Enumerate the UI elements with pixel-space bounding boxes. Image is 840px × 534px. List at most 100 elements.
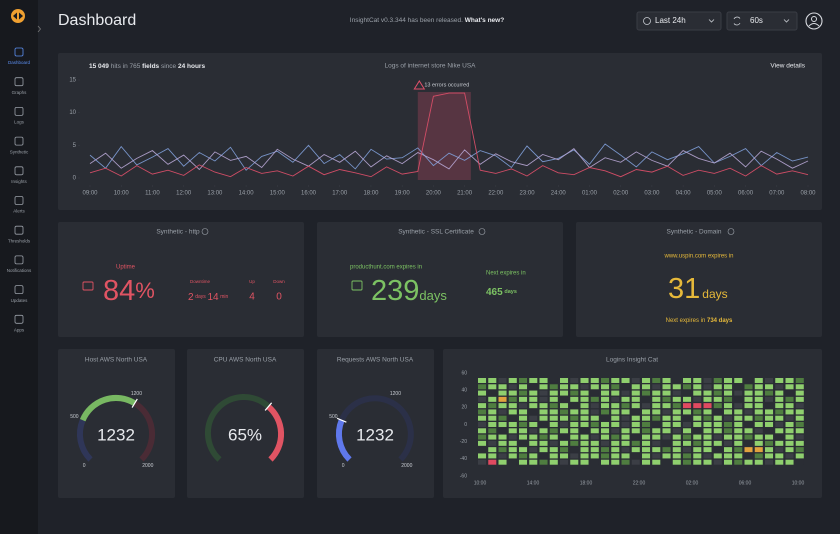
gauge-marker [336, 417, 347, 423]
heat-cell [560, 422, 569, 427]
heat-cell [560, 447, 569, 453]
nav-item[interactable]: Logs [14, 107, 25, 125]
heat-cell [508, 453, 517, 459]
ssl-expiry: 239days [371, 275, 447, 307]
heat-cell [508, 415, 517, 421]
heat-cell [672, 409, 681, 415]
nav-item[interactable]: Notifications [7, 255, 32, 273]
heat-cell [508, 378, 517, 383]
heat-cell [488, 378, 497, 383]
heat-cell [631, 447, 640, 453]
nav-item[interactable]: Thresholds [8, 225, 31, 243]
x-tick-label: 18:00 [580, 480, 593, 486]
y-tick-label: 60 [461, 370, 467, 376]
heat-cell [672, 434, 681, 440]
x-tick-label: 03:00 [644, 191, 660, 197]
nav-label[interactable]: Logs [14, 120, 25, 125]
heat-cell [549, 378, 558, 383]
nav-item[interactable]: Insights [11, 166, 28, 184]
heat-cell [580, 415, 589, 421]
heat-cell [488, 440, 497, 446]
range-value[interactable]: Last 24h [655, 16, 686, 25]
nav-label[interactable]: Alerts [13, 209, 25, 214]
heat-cell [724, 415, 733, 421]
heat-cell [529, 403, 538, 409]
refresh-box[interactable] [726, 11, 798, 31]
heat-cell [672, 447, 681, 453]
panel-title: Host AWS North USA [85, 357, 148, 364]
heat-cell [652, 422, 661, 427]
heat-cell [662, 409, 671, 415]
nav-label[interactable]: Dashboard [8, 60, 31, 65]
sidebar [0, 0, 38, 534]
range-select[interactable]: Last 24h [636, 11, 722, 31]
heat-cell [785, 447, 794, 453]
heat-cell [795, 396, 804, 402]
heat-cell [703, 440, 712, 446]
heat-cell [519, 453, 528, 459]
heat-cell [580, 434, 589, 440]
nav-label[interactable]: Notifications [7, 268, 32, 273]
user-icon[interactable] [805, 12, 823, 30]
nav-label[interactable]: Apps [14, 327, 25, 332]
heat-cell [621, 415, 630, 421]
heat-cell [703, 428, 712, 434]
nav: Dashboard Graphs Logs Synthetic Insights Aler… [7, 47, 32, 332]
nav-label[interactable]: Synthetic [10, 149, 29, 154]
heat-cell [775, 440, 784, 446]
nav-label[interactable]: Thresholds [8, 238, 31, 243]
heat-cell [621, 447, 630, 453]
collapse-toggle[interactable] [37, 25, 42, 33]
y-tick-label: -60 [460, 473, 467, 479]
heat-cell [570, 396, 579, 402]
heat-cell [765, 384, 774, 390]
nav-item[interactable]: Alerts [13, 196, 25, 214]
heat-cell [795, 409, 804, 415]
gauge-tick: 0 [342, 463, 345, 469]
nav-item[interactable]: Graphs [12, 77, 28, 95]
user-menu[interactable] [805, 12, 823, 30]
refresh-select[interactable]: 60s [726, 11, 798, 31]
heat-cell [498, 434, 507, 440]
panel-title: Logins Insight Cat [606, 357, 658, 364]
nav-item[interactable]: Dashboard [8, 47, 31, 65]
heat-cell [795, 415, 804, 421]
heat-cell [590, 447, 599, 453]
heat-cell [765, 434, 774, 440]
heat-cell [498, 447, 507, 453]
heat-cell [683, 440, 692, 446]
refresh-value[interactable]: 60s [750, 16, 763, 25]
refresh-icon [733, 16, 741, 26]
info-icon[interactable] [727, 228, 735, 235]
downtime-label: Downtime [190, 279, 211, 284]
nav-label[interactable]: Graphs [12, 90, 28, 95]
view-details[interactable]: View details [770, 63, 805, 70]
nav-label[interactable]: Updates [11, 298, 29, 303]
nav-item[interactable]: Updates [11, 285, 29, 303]
heat-cell [611, 415, 620, 421]
nav-item[interactable]: Synthetic [10, 136, 29, 154]
heat-cell [744, 396, 753, 402]
release-link[interactable]: What's new? [465, 17, 504, 24]
x-tick-label: 21:00 [457, 191, 473, 197]
nav-icon [14, 136, 24, 146]
nav-item[interactable]: Apps [14, 314, 25, 332]
heat-cell [498, 459, 507, 465]
range-box[interactable] [636, 11, 722, 31]
heat-cell [560, 453, 569, 459]
x-tick-label: 06:00 [739, 480, 752, 486]
heat-cell [754, 415, 763, 421]
info-icon[interactable] [201, 228, 209, 235]
info-icon[interactable] [478, 228, 486, 235]
gauge-marker [131, 398, 138, 408]
heat-cell [590, 428, 599, 434]
heat-cell [744, 440, 753, 446]
warning-icon [413, 80, 426, 90]
heat-cell [693, 440, 702, 446]
heat-cell [703, 378, 712, 383]
heat-cell [601, 390, 610, 396]
nav-label[interactable]: Insights [11, 179, 27, 184]
heat-cell [519, 422, 528, 427]
heat-cell [611, 396, 620, 402]
series-line [89, 92, 809, 178]
